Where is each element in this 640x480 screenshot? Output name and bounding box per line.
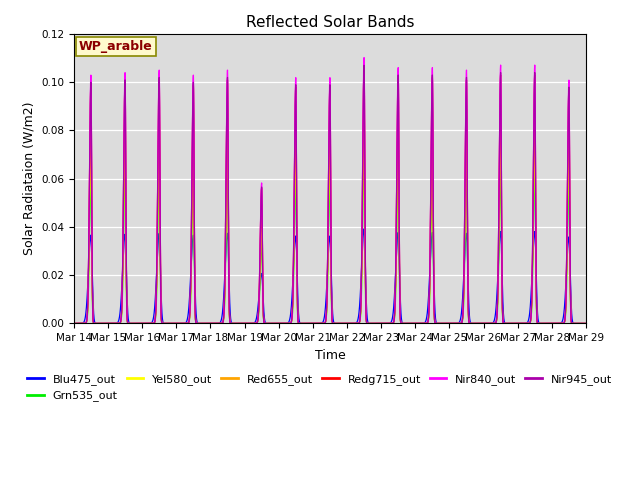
Grn535_out <box>444 321 452 326</box>
Grn535_out <box>244 321 252 326</box>
Yel580_out <box>360 129 368 134</box>
Blu475_out <box>244 321 252 326</box>
Redg715_out <box>70 321 77 326</box>
Nir840_out <box>444 321 452 326</box>
Red655_out <box>70 321 77 326</box>
Yel580_out <box>444 321 452 326</box>
Red655_out <box>554 321 562 326</box>
Redg715_out <box>312 321 320 326</box>
Nir840_out <box>561 319 568 324</box>
Nir840_out <box>360 55 368 60</box>
Line: Yel580_out: Yel580_out <box>74 132 586 324</box>
Blu475_out <box>444 321 452 326</box>
Text: WP_arable: WP_arable <box>79 40 153 53</box>
Grn535_out <box>70 321 77 326</box>
Yel580_out <box>582 321 590 326</box>
Line: Grn535_out: Grn535_out <box>74 162 586 324</box>
Nir945_out <box>244 321 252 326</box>
Yel580_out <box>244 321 252 326</box>
Blu475_out <box>561 304 568 310</box>
Nir945_out <box>444 321 452 326</box>
Redg715_out <box>360 65 368 71</box>
Nir945_out <box>561 319 568 324</box>
Nir840_out <box>554 321 562 326</box>
Nir840_out <box>70 321 77 326</box>
Redg715_out <box>561 319 568 324</box>
Blu475_out <box>459 294 467 300</box>
Blu475_out <box>70 321 77 326</box>
Red655_out <box>459 315 467 321</box>
Nir840_out <box>459 313 467 319</box>
Legend: Blu475_out, Grn535_out, Yel580_out, Red655_out, Redg715_out, Nir840_out, Nir945_: Blu475_out, Grn535_out, Yel580_out, Red6… <box>23 370 616 406</box>
Red655_out <box>312 321 320 326</box>
X-axis label: Time: Time <box>314 349 346 362</box>
Nir840_out <box>312 321 320 326</box>
Red655_out <box>582 321 590 326</box>
Grn535_out <box>312 321 320 326</box>
Grn535_out <box>459 316 467 322</box>
Line: Nir840_out: Nir840_out <box>74 58 586 324</box>
Redg715_out <box>444 321 452 326</box>
Blu475_out <box>312 321 320 326</box>
Redg715_out <box>244 321 252 326</box>
Nir945_out <box>554 321 562 326</box>
Nir945_out <box>360 62 368 68</box>
Nir945_out <box>459 314 467 320</box>
Blu475_out <box>360 226 368 232</box>
Red655_out <box>360 96 368 101</box>
Nir945_out <box>582 321 590 326</box>
Redg715_out <box>554 321 562 326</box>
Line: Nir945_out: Nir945_out <box>74 65 586 324</box>
Red655_out <box>561 319 568 325</box>
Redg715_out <box>459 314 467 320</box>
Blu475_out <box>582 321 590 326</box>
Blu475_out <box>554 321 562 326</box>
Red655_out <box>244 321 252 326</box>
Grn535_out <box>554 321 562 326</box>
Yel580_out <box>459 315 467 321</box>
Line: Blu475_out: Blu475_out <box>74 229 586 324</box>
Yel580_out <box>561 319 568 325</box>
Line: Redg715_out: Redg715_out <box>74 68 586 324</box>
Nir945_out <box>70 321 77 326</box>
Yel580_out <box>312 321 320 326</box>
Grn535_out <box>582 321 590 326</box>
Nir840_out <box>244 321 252 326</box>
Line: Red655_out: Red655_out <box>74 98 586 324</box>
Yel580_out <box>70 321 77 326</box>
Yel580_out <box>554 321 562 326</box>
Nir840_out <box>582 321 590 326</box>
Nir945_out <box>312 321 320 326</box>
Red655_out <box>444 321 452 326</box>
Grn535_out <box>360 159 368 165</box>
Title: Reflected Solar Bands: Reflected Solar Bands <box>246 15 414 30</box>
Y-axis label: Solar Radiataion (W/m2): Solar Radiataion (W/m2) <box>22 102 35 255</box>
Redg715_out <box>582 321 590 326</box>
Grn535_out <box>561 320 568 325</box>
